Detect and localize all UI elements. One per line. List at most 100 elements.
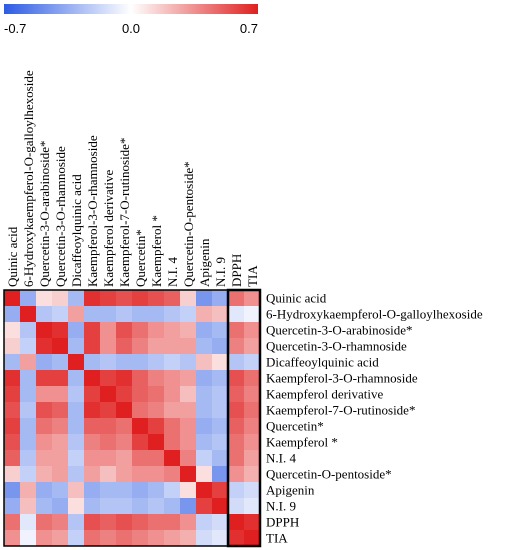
row-labels: Quinic acid6-Hydroxykaempferol-O-galloyl… — [266, 291, 483, 546]
heatmap-cell — [164, 402, 180, 418]
heatmap-cell — [196, 370, 212, 386]
heatmap-cell — [84, 466, 100, 482]
color-scale-mid-label: 0.0 — [122, 21, 140, 36]
heatmap-cell — [196, 530, 212, 546]
heatmap-cell — [244, 370, 260, 386]
heatmap-cell — [148, 498, 164, 514]
heatmap-cell — [228, 450, 244, 466]
heatmap-cell — [180, 338, 196, 354]
heatmap-cell — [100, 306, 116, 322]
heatmap-cell — [100, 450, 116, 466]
row-label: Dicaffeoylquinic acid — [266, 355, 379, 370]
heatmap-cell — [244, 386, 260, 402]
heatmap-cell — [212, 370, 228, 386]
heatmap-cell — [116, 338, 132, 354]
heatmap-cell — [116, 402, 132, 418]
heatmap-cell — [20, 450, 36, 466]
heatmap-cell — [52, 354, 68, 370]
heatmap-cell — [52, 322, 68, 338]
row-label: Quercetin* — [266, 419, 324, 434]
heatmap-cell — [116, 450, 132, 466]
heatmap-cell — [116, 354, 132, 370]
heatmap-cell — [180, 514, 196, 530]
heatmap-cell — [36, 434, 52, 450]
heatmap-cell — [116, 322, 132, 338]
heatmap-cell — [68, 466, 84, 482]
heatmap-cell — [148, 290, 164, 306]
row-label: Kaempferol-3-O-rhamnoside — [266, 371, 418, 386]
row-label: N.I. 4 — [266, 451, 296, 466]
heatmap-cell — [212, 322, 228, 338]
heatmap-cell — [100, 466, 116, 482]
heatmap-cell — [4, 498, 20, 514]
heatmap-cell — [116, 530, 132, 546]
heatmap-cell — [180, 402, 196, 418]
heatmap-cell — [212, 306, 228, 322]
heatmap-cell — [4, 466, 20, 482]
heatmap-cell — [244, 530, 260, 546]
heatmap-cell — [52, 306, 68, 322]
heatmap-cell — [132, 306, 148, 322]
heatmap-cell — [84, 322, 100, 338]
heatmap-cell — [116, 290, 132, 306]
heatmap-cell — [116, 306, 132, 322]
heatmap-cell — [36, 370, 52, 386]
row-label: Apigenin — [266, 483, 315, 498]
heatmap-cell — [36, 482, 52, 498]
row-label: DPPH — [266, 515, 299, 530]
heatmap-cell — [4, 482, 20, 498]
heatmap-cell — [212, 290, 228, 306]
column-label: Kaempferol-3-O-rhamnoside — [85, 135, 100, 287]
heatmap-cell — [4, 306, 20, 322]
heatmap-cell — [132, 498, 148, 514]
heatmap-cell — [84, 450, 100, 466]
heatmap-cell — [244, 290, 260, 306]
heatmap-cell — [20, 354, 36, 370]
heatmap-cell — [4, 530, 20, 546]
heatmap-cell — [52, 290, 68, 306]
color-scale-bar — [4, 4, 258, 14]
column-label: N.I. 4 — [165, 257, 180, 287]
heatmap-cell — [84, 386, 100, 402]
heatmap-cell — [212, 354, 228, 370]
heatmap-cell — [132, 434, 148, 450]
heatmap-cell — [84, 514, 100, 530]
heatmap-cell — [244, 354, 260, 370]
heatmap-cell — [148, 530, 164, 546]
heatmap-cell — [132, 322, 148, 338]
heatmap-cell — [180, 370, 196, 386]
heatmap-cell — [68, 386, 84, 402]
heatmap-cell — [68, 514, 84, 530]
heatmap-cell — [180, 482, 196, 498]
heatmap-cell — [36, 338, 52, 354]
heatmap-cell — [148, 402, 164, 418]
heatmap-cell — [132, 402, 148, 418]
heatmap-cell — [244, 306, 260, 322]
heatmap-cell — [132, 290, 148, 306]
heatmap-cell — [212, 530, 228, 546]
heatmap-cell — [164, 290, 180, 306]
heatmap-cell — [116, 418, 132, 434]
heatmap-cell — [36, 306, 52, 322]
heatmap-cell — [84, 354, 100, 370]
heatmap-cell — [132, 530, 148, 546]
heatmap-cell — [36, 450, 52, 466]
heatmap-cell — [4, 370, 20, 386]
column-label: Quercetin* — [133, 229, 148, 287]
heatmap-cell — [100, 338, 116, 354]
heatmap-cell — [164, 434, 180, 450]
heatmap-cell — [196, 434, 212, 450]
heatmap-cell — [36, 354, 52, 370]
heatmap-cell — [212, 418, 228, 434]
heatmap-cell — [148, 370, 164, 386]
heatmap-cell — [100, 530, 116, 546]
heatmap-cell — [100, 418, 116, 434]
heatmap-cell — [20, 322, 36, 338]
heatmap-cell — [100, 322, 116, 338]
column-label: Kaempferol * — [149, 215, 164, 287]
column-label: Dicaffeoylquinic acid — [69, 174, 84, 287]
heatmap-cell — [132, 370, 148, 386]
heatmap-cell — [196, 466, 212, 482]
column-label: Quercetin-O-pentoside* — [181, 161, 196, 287]
